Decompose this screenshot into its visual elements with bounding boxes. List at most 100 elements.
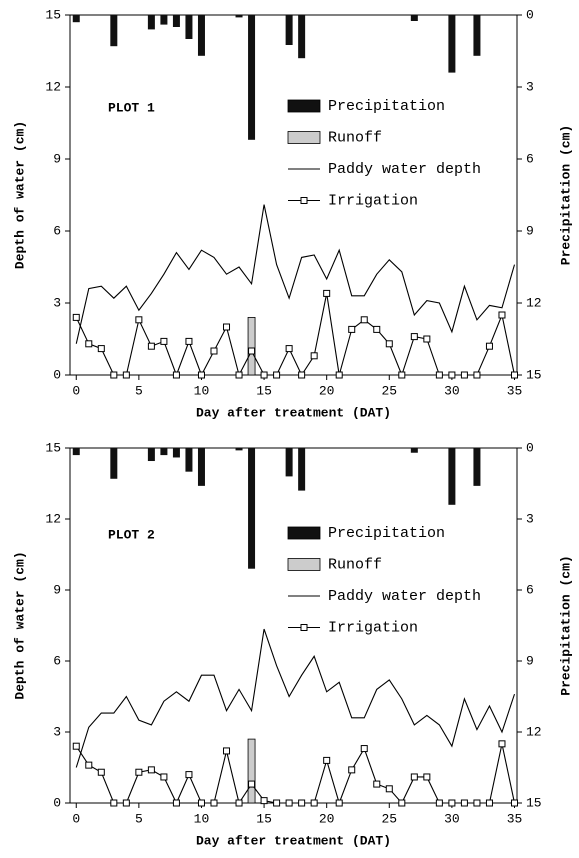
y2-axis-label: Precipitation (cm) bbox=[558, 125, 573, 265]
marker bbox=[235, 799, 243, 807]
y2-tick-label: 3 bbox=[526, 511, 534, 526]
bar bbox=[473, 448, 481, 486]
x-tick-label: 35 bbox=[507, 383, 523, 398]
marker bbox=[185, 337, 193, 345]
bar bbox=[448, 448, 456, 505]
legend-label: Precipitation bbox=[328, 525, 445, 542]
x-tick-label: 10 bbox=[194, 811, 210, 826]
marker bbox=[147, 766, 155, 774]
bar bbox=[247, 316, 256, 376]
bar bbox=[298, 15, 306, 59]
bar bbox=[185, 15, 193, 39]
y2-tick-label: 6 bbox=[526, 582, 534, 597]
y2-tick-label: 15 bbox=[526, 795, 542, 810]
marker bbox=[172, 371, 180, 379]
bar bbox=[285, 15, 293, 45]
marker bbox=[135, 316, 143, 324]
marker bbox=[435, 799, 443, 807]
x-tick-label: 15 bbox=[256, 811, 272, 826]
line bbox=[75, 204, 516, 344]
bar bbox=[410, 448, 418, 453]
marker bbox=[197, 371, 205, 379]
y-tick-label: 15 bbox=[45, 440, 61, 455]
marker bbox=[97, 345, 105, 353]
marker bbox=[498, 740, 506, 748]
bar bbox=[147, 448, 155, 462]
legend-label: Irrigation bbox=[328, 192, 418, 209]
legend-swatch bbox=[287, 526, 321, 540]
legend-swatch bbox=[287, 558, 321, 571]
marker bbox=[147, 342, 155, 350]
x-tick-label: 25 bbox=[381, 811, 397, 826]
bar bbox=[235, 448, 243, 451]
marker bbox=[323, 756, 331, 764]
marker bbox=[385, 785, 393, 793]
marker bbox=[398, 371, 406, 379]
marker bbox=[460, 799, 468, 807]
marker bbox=[235, 371, 243, 379]
marker bbox=[248, 347, 256, 355]
y2-tick-label: 0 bbox=[526, 7, 534, 22]
marker bbox=[448, 371, 456, 379]
marker bbox=[223, 323, 231, 331]
bar bbox=[160, 448, 168, 456]
x-tick-label: 0 bbox=[72, 811, 80, 826]
marker bbox=[260, 371, 268, 379]
marker bbox=[260, 797, 268, 805]
marker bbox=[210, 799, 218, 807]
marker bbox=[172, 799, 180, 807]
bar bbox=[160, 15, 168, 25]
marker bbox=[423, 335, 431, 343]
marker bbox=[510, 799, 518, 807]
marker bbox=[85, 761, 93, 769]
y2-tick-label: 12 bbox=[526, 724, 542, 739]
y-tick-label: 15 bbox=[45, 7, 61, 22]
bar bbox=[410, 15, 418, 21]
marker bbox=[310, 799, 318, 807]
legend-label: Precipitation bbox=[328, 98, 445, 115]
x-tick-label: 35 bbox=[507, 811, 523, 826]
marker bbox=[285, 345, 293, 353]
marker bbox=[485, 799, 493, 807]
bar bbox=[72, 448, 80, 456]
marker bbox=[122, 371, 130, 379]
marker bbox=[197, 799, 205, 807]
marker bbox=[122, 799, 130, 807]
marker bbox=[298, 799, 306, 807]
x-tick-label: 20 bbox=[319, 811, 335, 826]
legend-marker bbox=[300, 624, 308, 631]
marker bbox=[210, 347, 218, 355]
bar bbox=[172, 15, 180, 27]
y-tick-label: 0 bbox=[53, 367, 61, 382]
marker bbox=[348, 766, 356, 774]
y2-tick-label: 6 bbox=[526, 151, 534, 166]
legend-swatch bbox=[287, 131, 321, 144]
marker bbox=[360, 316, 368, 324]
y2-axis-label: Precipitation (cm) bbox=[558, 555, 573, 695]
marker bbox=[310, 352, 318, 360]
legend-label: Paddy water depth bbox=[328, 161, 481, 178]
legend-swatch bbox=[287, 99, 321, 113]
marker bbox=[160, 773, 168, 781]
marker bbox=[85, 340, 93, 348]
marker bbox=[410, 333, 418, 341]
bar bbox=[110, 448, 118, 479]
marker bbox=[285, 799, 293, 807]
y2-tick-label: 9 bbox=[526, 653, 534, 668]
y-tick-label: 0 bbox=[53, 795, 61, 810]
y2-tick-label: 15 bbox=[526, 367, 542, 382]
marker bbox=[223, 747, 231, 755]
y-tick-label: 9 bbox=[53, 151, 61, 166]
bar bbox=[247, 738, 256, 804]
marker bbox=[110, 799, 118, 807]
x-tick-label: 20 bbox=[319, 383, 335, 398]
marker bbox=[373, 325, 381, 333]
bar bbox=[248, 448, 256, 569]
x-tick-label: 0 bbox=[72, 383, 80, 398]
x-tick-label: 30 bbox=[444, 383, 460, 398]
x-tick-label: 5 bbox=[135, 811, 143, 826]
marker bbox=[248, 780, 256, 788]
legend-label: Paddy water depth bbox=[328, 588, 481, 605]
marker bbox=[423, 773, 431, 781]
bar bbox=[298, 448, 306, 491]
